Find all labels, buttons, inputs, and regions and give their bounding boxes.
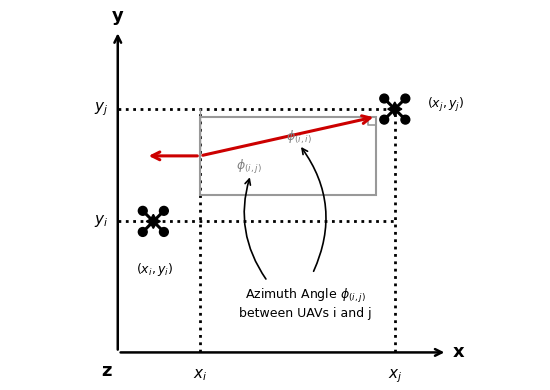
Text: $x_i$: $x_i$ bbox=[193, 367, 207, 383]
Circle shape bbox=[139, 227, 147, 236]
Circle shape bbox=[380, 94, 389, 103]
Circle shape bbox=[401, 94, 410, 103]
Text: $(x_i,y_i)$: $(x_i,y_i)$ bbox=[136, 261, 174, 278]
Text: $y_j$: $y_j$ bbox=[94, 100, 108, 118]
Text: $y_i$: $y_i$ bbox=[94, 213, 108, 229]
Circle shape bbox=[160, 227, 168, 236]
Text: x: x bbox=[453, 344, 464, 362]
Circle shape bbox=[160, 206, 168, 215]
Circle shape bbox=[401, 115, 410, 124]
Polygon shape bbox=[388, 102, 402, 116]
Text: z: z bbox=[102, 362, 112, 380]
Circle shape bbox=[380, 115, 389, 124]
Text: $\phi_{(i,i)}$: $\phi_{(i,i)}$ bbox=[287, 129, 312, 146]
Text: $x_j$: $x_j$ bbox=[388, 367, 402, 385]
Text: y: y bbox=[112, 7, 124, 25]
Bar bbox=[200, 117, 376, 195]
Polygon shape bbox=[146, 215, 161, 229]
Text: $(x_j,y_j)$: $(x_j,y_j)$ bbox=[427, 96, 464, 114]
Text: Azimuth Angle $\phi_{(i,j)}$
between UAVs i and j: Azimuth Angle $\phi_{(i,j)}$ between UAV… bbox=[239, 287, 371, 320]
Text: $\phi_{(i,j)}$: $\phi_{(i,j)}$ bbox=[236, 158, 262, 176]
Circle shape bbox=[139, 206, 147, 215]
